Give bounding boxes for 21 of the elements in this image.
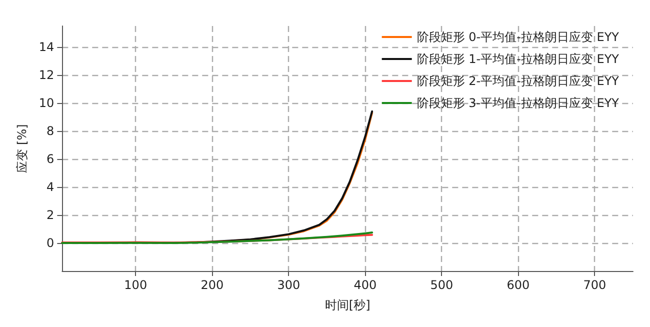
y-tick-label: 6	[46, 152, 54, 166]
legend-label: 阶段矩形 2-平均值-拉格朗日应变 EYY	[416, 74, 620, 88]
x-tick-label: 600	[506, 278, 530, 292]
x-tick-label: 200	[200, 278, 224, 292]
y-tick-label: 0	[46, 236, 54, 250]
y-tick-label: 8	[46, 124, 54, 138]
x-tick-label: 300	[277, 278, 300, 292]
y-tick-label: 4	[46, 180, 54, 194]
x-tick-label: 700	[583, 278, 606, 292]
y-tick-label: 2	[46, 208, 54, 222]
x-axis-title: 时间[秒]	[324, 298, 370, 312]
legend-label: 阶段矩形 0-平均值-拉格朗日应变 EYY	[416, 30, 620, 44]
x-tick-label: 100	[124, 278, 148, 292]
y-tick-label: 14	[38, 40, 54, 54]
x-tick-label: 500	[430, 278, 454, 292]
legend-label: 阶段矩形 3-平均值-拉格朗日应变 EYY	[416, 96, 620, 110]
x-tick-label: 400	[354, 278, 377, 292]
legend-label: 阶段矩形 1-平均值-拉格朗日应变 EYY	[416, 52, 620, 66]
y-tick-label: 10	[38, 96, 54, 110]
y-axis-title: 应变 [%]	[15, 124, 29, 173]
y-tick-label: 12	[38, 68, 54, 82]
